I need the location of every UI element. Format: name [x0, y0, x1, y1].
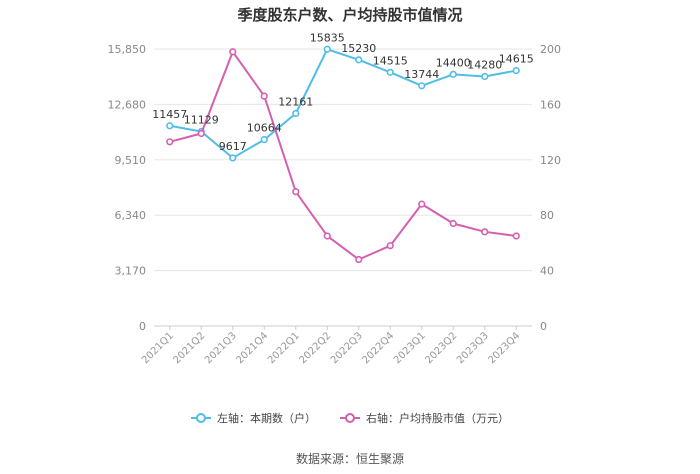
x-axis-tick-label: 2022Q4 — [361, 330, 397, 366]
data-label: 11129 — [184, 114, 219, 127]
data-label: 10664 — [247, 122, 282, 135]
series-point-1 — [512, 232, 520, 240]
legend-label-market-value: 右轴：户均持股市值（万元） — [366, 412, 509, 425]
series-point-0 — [166, 122, 174, 130]
x-axis-tick-label: 2022Q3 — [329, 330, 365, 366]
legend-marker-households — [191, 412, 211, 424]
data-label: 12161 — [278, 95, 313, 108]
x-axis-tick-label: 2021Q1 — [140, 330, 176, 366]
data-label: 14515 — [373, 54, 408, 67]
right-axis-tick-label: 120 — [540, 154, 561, 167]
data-label: 14615 — [499, 53, 534, 66]
legend-marker-market-value — [340, 412, 360, 424]
x-axis-tick-label: 2021Q3 — [203, 330, 239, 366]
right-axis-tick-label: 40 — [540, 265, 554, 278]
series-point-1 — [449, 219, 457, 228]
series-point-0 — [386, 68, 394, 76]
series-line-1 — [169, 49, 517, 261]
data-source: 数据来源：恒生聚源 — [295, 452, 404, 466]
data-label: 14400 — [436, 56, 471, 69]
series-point-1 — [260, 92, 268, 100]
x-axis-tick-label: 2022Q1 — [266, 330, 302, 366]
left-axis-tick-label: 0 — [139, 320, 146, 333]
data-label: 13744 — [404, 68, 439, 81]
x-axis-tick-label: 2023Q4 — [487, 330, 523, 366]
chart-legend: 左轴：本期数（户） 右轴：户均持股市值（万元） — [0, 410, 700, 426]
series-point-1 — [355, 255, 363, 264]
x-axis-tick-label: 2022Q2 — [298, 330, 334, 366]
data-label: 15230 — [341, 42, 376, 55]
left-axis-tick-label: 12,680 — [108, 98, 147, 111]
series-point-0 — [418, 82, 426, 90]
left-axis-tick-label: 6,340 — [115, 209, 147, 222]
left-axis-tick-label: 9,510 — [115, 154, 147, 167]
series-point-0 — [229, 154, 237, 162]
right-axis-tick-label: 160 — [540, 98, 561, 111]
right-axis-tick-label: 80 — [540, 209, 554, 222]
series-point-0 — [355, 56, 363, 64]
right-axis-tick-label: 0 — [540, 320, 547, 333]
data-label: 9617 — [219, 140, 247, 153]
series-point-1 — [197, 129, 205, 138]
right-axis-tick-label: 200 — [540, 43, 561, 56]
legend-label-households: 左轴：本期数（户） — [217, 412, 316, 425]
x-axis-tick-label: 2021Q2 — [172, 330, 208, 366]
data-label: 11457 — [152, 108, 187, 121]
series-line-0 — [169, 48, 517, 160]
legend-item-market-value[interactable]: 右轴：户均持股市值（万元） — [340, 410, 509, 426]
x-axis-tick-label: 2023Q1 — [392, 330, 428, 366]
data-label: 15835 — [310, 31, 345, 44]
legend-item-households[interactable]: 左轴：本期数（户） — [191, 410, 316, 426]
series-point-1 — [481, 228, 489, 236]
series-point-0 — [260, 136, 268, 144]
series-point-1 — [323, 232, 331, 240]
data-label: 14280 — [467, 58, 502, 71]
x-axis-tick-label: 2023Q2 — [424, 330, 460, 366]
x-axis-tick-label: 2023Q3 — [455, 330, 491, 366]
left-axis-tick-label: 3,170 — [115, 265, 147, 278]
chart-title: 季度股东户数、户均持股市值情况 — [237, 6, 463, 24]
series-point-0 — [292, 109, 300, 118]
series-point-1 — [386, 242, 394, 250]
series-point-0 — [323, 45, 331, 53]
series-point-1 — [166, 138, 174, 146]
series-point-1 — [229, 48, 237, 56]
series-point-1 — [418, 200, 426, 208]
x-axis-tick-label: 2021Q4 — [235, 330, 271, 366]
series-point-0 — [481, 72, 489, 81]
series-point-0 — [512, 66, 520, 75]
left-axis-tick-label: 15,850 — [108, 43, 147, 56]
series-point-1 — [292, 188, 300, 196]
series-point-0 — [449, 70, 457, 78]
